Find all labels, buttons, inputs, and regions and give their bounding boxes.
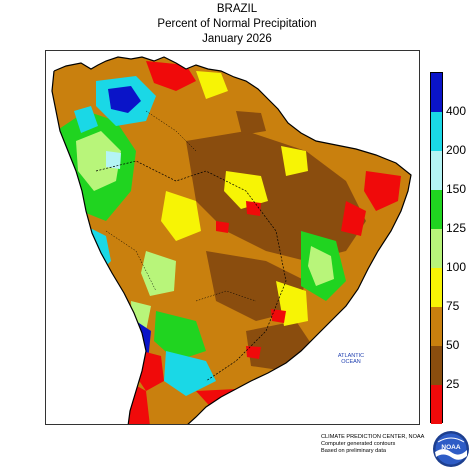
legend-label: 25 [446,377,460,391]
legend-label: 400 [446,104,467,118]
ocean-label-line1: ATLANTIC [337,353,365,359]
noaa-logo-icon: NOAA [433,431,469,467]
precipitation-map [45,50,420,425]
credit-block: CLIMATE PREDICTION CENTER, NOAA Computer… [321,434,424,455]
legend-swatch [431,384,442,424]
ocean-label: ATLANTIC OCEAN [333,353,369,365]
noaa-logo-text: NOAA [441,444,460,451]
credit-line-2: Computer generated contours [321,441,396,447]
map-canvas [51,56,412,424]
legend-label: 150 [446,182,467,196]
legend-swatch [431,345,442,385]
coastline [51,56,412,424]
legend-swatch [431,73,442,112]
map-title-period: January 2026 [202,33,272,45]
credit-line-1: CLIMATE PREDICTION CENTER, NOAA [321,434,425,440]
map-title-region: BRAZIL [216,3,258,15]
state-borders [105,110,257,302]
legend-swatch [431,306,442,346]
legend-label: 125 [446,221,467,235]
legend-swatch [431,228,442,268]
precipitation-field [52,57,411,424]
map-title-block: BRAZIL Percent of Normal Precipitation J… [0,2,474,47]
legend-swatch [431,267,442,307]
legend-color-bar [430,72,443,424]
credit-line-3: Based on preliminary data [321,448,386,454]
legend-swatch [431,111,442,151]
legend-swatch [431,150,442,190]
map-title-product: Percent of Normal Precipitation [157,18,317,30]
country-borders [95,160,287,382]
legend-label: 50 [446,338,460,352]
legend-swatch [431,189,442,229]
legend-label: 100 [446,260,467,274]
ocean-label-line2: OCEAN [341,359,361,365]
legend-label: 75 [446,299,460,313]
legend-label: 200 [446,143,467,157]
